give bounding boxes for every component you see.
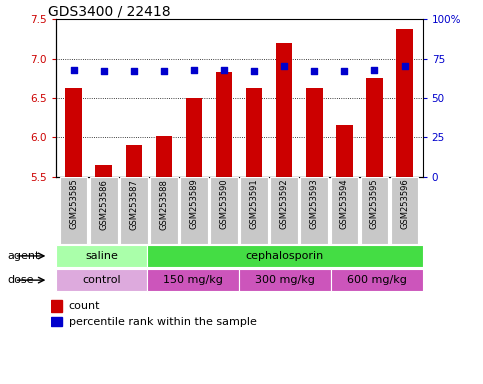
Bar: [210, 177, 238, 244]
Text: GSM253591: GSM253591: [250, 179, 258, 229]
Bar: [366, 78, 383, 177]
Text: GSM253587: GSM253587: [129, 179, 138, 230]
Point: [220, 66, 228, 73]
Bar: [156, 136, 172, 177]
Text: 150 mg/kg: 150 mg/kg: [163, 275, 223, 285]
Point: [160, 68, 168, 74]
Point: [130, 68, 138, 74]
Bar: [300, 177, 328, 244]
Bar: [51, 300, 62, 312]
Point: [311, 68, 318, 74]
Bar: [126, 145, 142, 177]
Point: [341, 68, 348, 74]
Bar: [90, 177, 117, 244]
Bar: [147, 269, 239, 291]
Bar: [239, 269, 331, 291]
Point: [70, 66, 77, 73]
Text: GSM253585: GSM253585: [69, 179, 78, 229]
Bar: [306, 88, 323, 177]
Text: GSM253588: GSM253588: [159, 179, 169, 230]
Bar: [330, 177, 358, 244]
Bar: [331, 269, 423, 291]
Bar: [336, 126, 353, 177]
Point: [280, 63, 288, 70]
Bar: [56, 269, 147, 291]
Point: [190, 66, 198, 73]
Bar: [185, 98, 202, 177]
Point: [401, 63, 409, 70]
Bar: [96, 165, 112, 177]
Bar: [391, 177, 418, 244]
Bar: [276, 43, 293, 177]
Bar: [396, 29, 413, 177]
Text: GSM253589: GSM253589: [189, 179, 199, 229]
Text: GDS3400 / 22418: GDS3400 / 22418: [48, 4, 171, 18]
Text: GSM253592: GSM253592: [280, 179, 289, 229]
Text: control: control: [82, 275, 121, 285]
Text: percentile rank within the sample: percentile rank within the sample: [69, 317, 256, 327]
Point: [370, 66, 378, 73]
Bar: [180, 177, 208, 244]
Point: [100, 68, 108, 74]
Bar: [216, 72, 232, 177]
Bar: [120, 177, 148, 244]
Text: 300 mg/kg: 300 mg/kg: [255, 275, 315, 285]
Bar: [51, 317, 62, 326]
Bar: [270, 177, 298, 244]
Bar: [147, 245, 423, 267]
Text: GSM253586: GSM253586: [99, 179, 108, 230]
Bar: [60, 177, 87, 244]
Bar: [246, 88, 262, 177]
Text: GSM253594: GSM253594: [340, 179, 349, 229]
Bar: [361, 177, 388, 244]
Text: agent: agent: [7, 251, 40, 261]
Bar: [240, 177, 268, 244]
Text: GSM253595: GSM253595: [370, 179, 379, 229]
Bar: [150, 177, 178, 244]
Text: GSM253593: GSM253593: [310, 179, 319, 229]
Text: dose: dose: [7, 275, 34, 285]
Bar: [65, 88, 82, 177]
Bar: [56, 245, 147, 267]
Text: count: count: [69, 301, 100, 311]
Text: cephalosporin: cephalosporin: [246, 251, 324, 261]
Text: saline: saline: [85, 251, 118, 261]
Text: GSM253596: GSM253596: [400, 179, 409, 229]
Text: 600 mg/kg: 600 mg/kg: [347, 275, 407, 285]
Point: [250, 68, 258, 74]
Text: GSM253590: GSM253590: [220, 179, 228, 229]
